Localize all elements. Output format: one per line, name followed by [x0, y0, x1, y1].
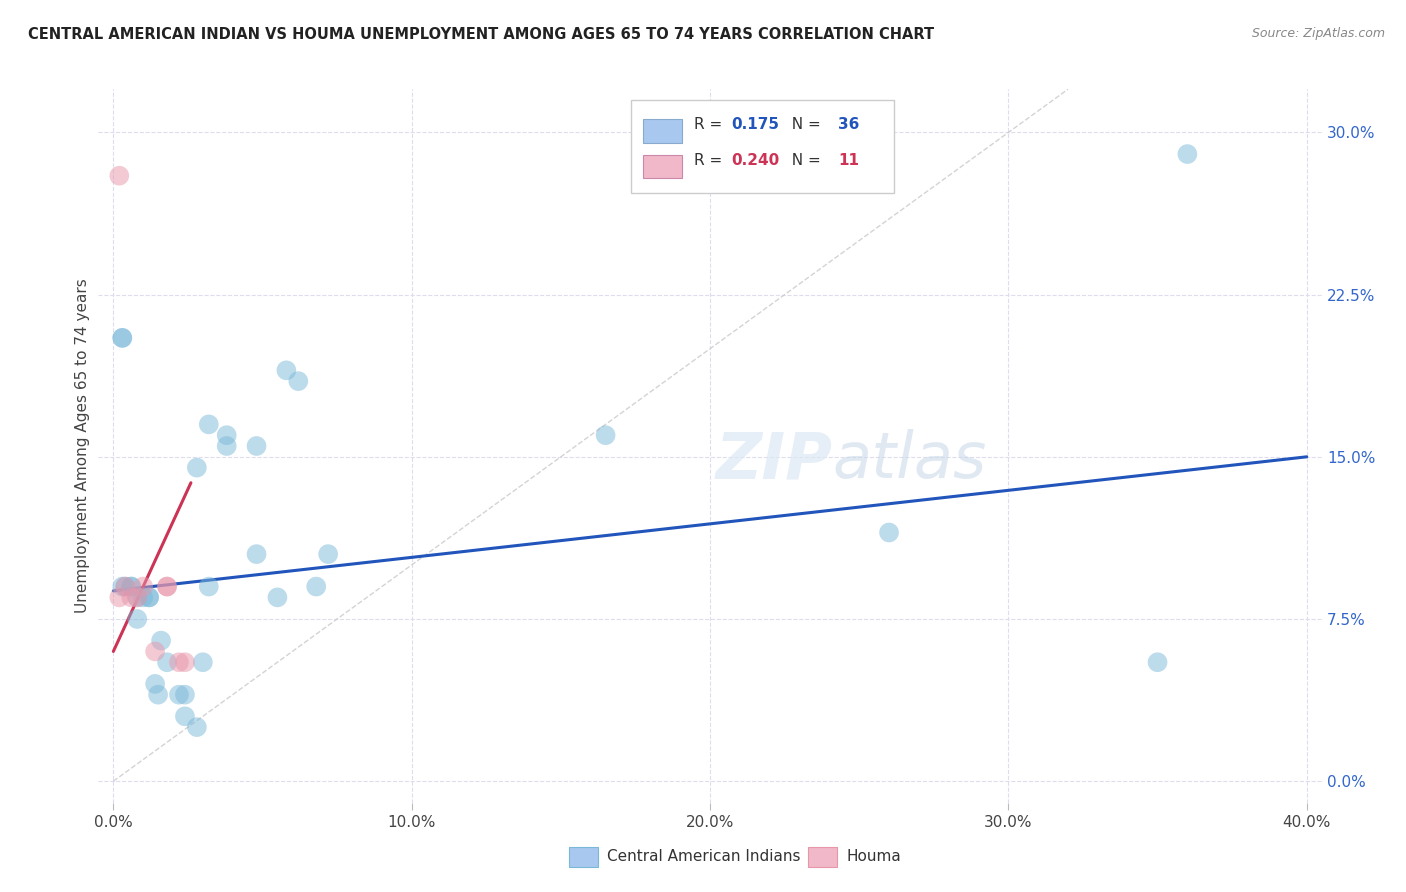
Point	[111, 580, 134, 594]
Point	[595, 428, 617, 442]
Point	[120, 580, 142, 594]
Text: 0.240: 0.240	[731, 153, 779, 168]
Point	[305, 580, 328, 594]
Text: R =: R =	[695, 118, 727, 132]
Bar	[643, 155, 682, 178]
Point	[114, 580, 136, 594]
Point	[150, 633, 173, 648]
Point	[132, 591, 155, 605]
Point	[143, 644, 166, 658]
Text: Source: ZipAtlas.com: Source: ZipAtlas.com	[1251, 27, 1385, 40]
Point	[120, 591, 142, 605]
Point	[132, 580, 155, 594]
Point	[167, 688, 190, 702]
Point	[156, 580, 179, 594]
Text: Central American Indians: Central American Indians	[607, 849, 801, 863]
Point	[156, 580, 179, 594]
Point	[877, 525, 900, 540]
Text: 11: 11	[838, 153, 859, 168]
Point	[156, 655, 179, 669]
Point	[215, 428, 238, 442]
Point	[146, 688, 169, 702]
Point	[215, 439, 238, 453]
Point	[1146, 655, 1168, 669]
Point	[287, 374, 309, 388]
Point	[245, 547, 267, 561]
Point	[108, 169, 131, 183]
Point	[138, 591, 160, 605]
Point	[108, 591, 131, 605]
Point	[138, 591, 160, 605]
Point	[198, 580, 221, 594]
Point	[127, 591, 149, 605]
Point	[127, 612, 149, 626]
Point	[1177, 147, 1199, 161]
Point	[186, 720, 208, 734]
Point	[266, 591, 288, 605]
Point	[167, 655, 190, 669]
Point	[276, 363, 298, 377]
Text: R =: R =	[695, 153, 727, 168]
Point	[174, 709, 197, 723]
Point	[174, 688, 197, 702]
Text: N =: N =	[782, 118, 825, 132]
Point	[174, 655, 197, 669]
Bar	[643, 120, 682, 143]
Point	[111, 331, 134, 345]
Bar	[630, 100, 894, 193]
Point	[111, 331, 134, 345]
Point	[191, 655, 214, 669]
Text: N =: N =	[782, 153, 825, 168]
Point	[127, 591, 149, 605]
Point	[120, 580, 142, 594]
Y-axis label: Unemployment Among Ages 65 to 74 years: Unemployment Among Ages 65 to 74 years	[75, 278, 90, 614]
Point	[198, 417, 221, 432]
Text: 0.175: 0.175	[731, 118, 779, 132]
Point	[245, 439, 267, 453]
Text: Houma: Houma	[846, 849, 901, 863]
Text: 36: 36	[838, 118, 860, 132]
Text: atlas: atlas	[832, 429, 987, 491]
Point	[143, 677, 166, 691]
Point	[316, 547, 339, 561]
Point	[114, 580, 136, 594]
Point	[186, 460, 208, 475]
Text: CENTRAL AMERICAN INDIAN VS HOUMA UNEMPLOYMENT AMONG AGES 65 TO 74 YEARS CORRELAT: CENTRAL AMERICAN INDIAN VS HOUMA UNEMPLO…	[28, 27, 934, 42]
Text: ZIP: ZIP	[716, 429, 832, 491]
